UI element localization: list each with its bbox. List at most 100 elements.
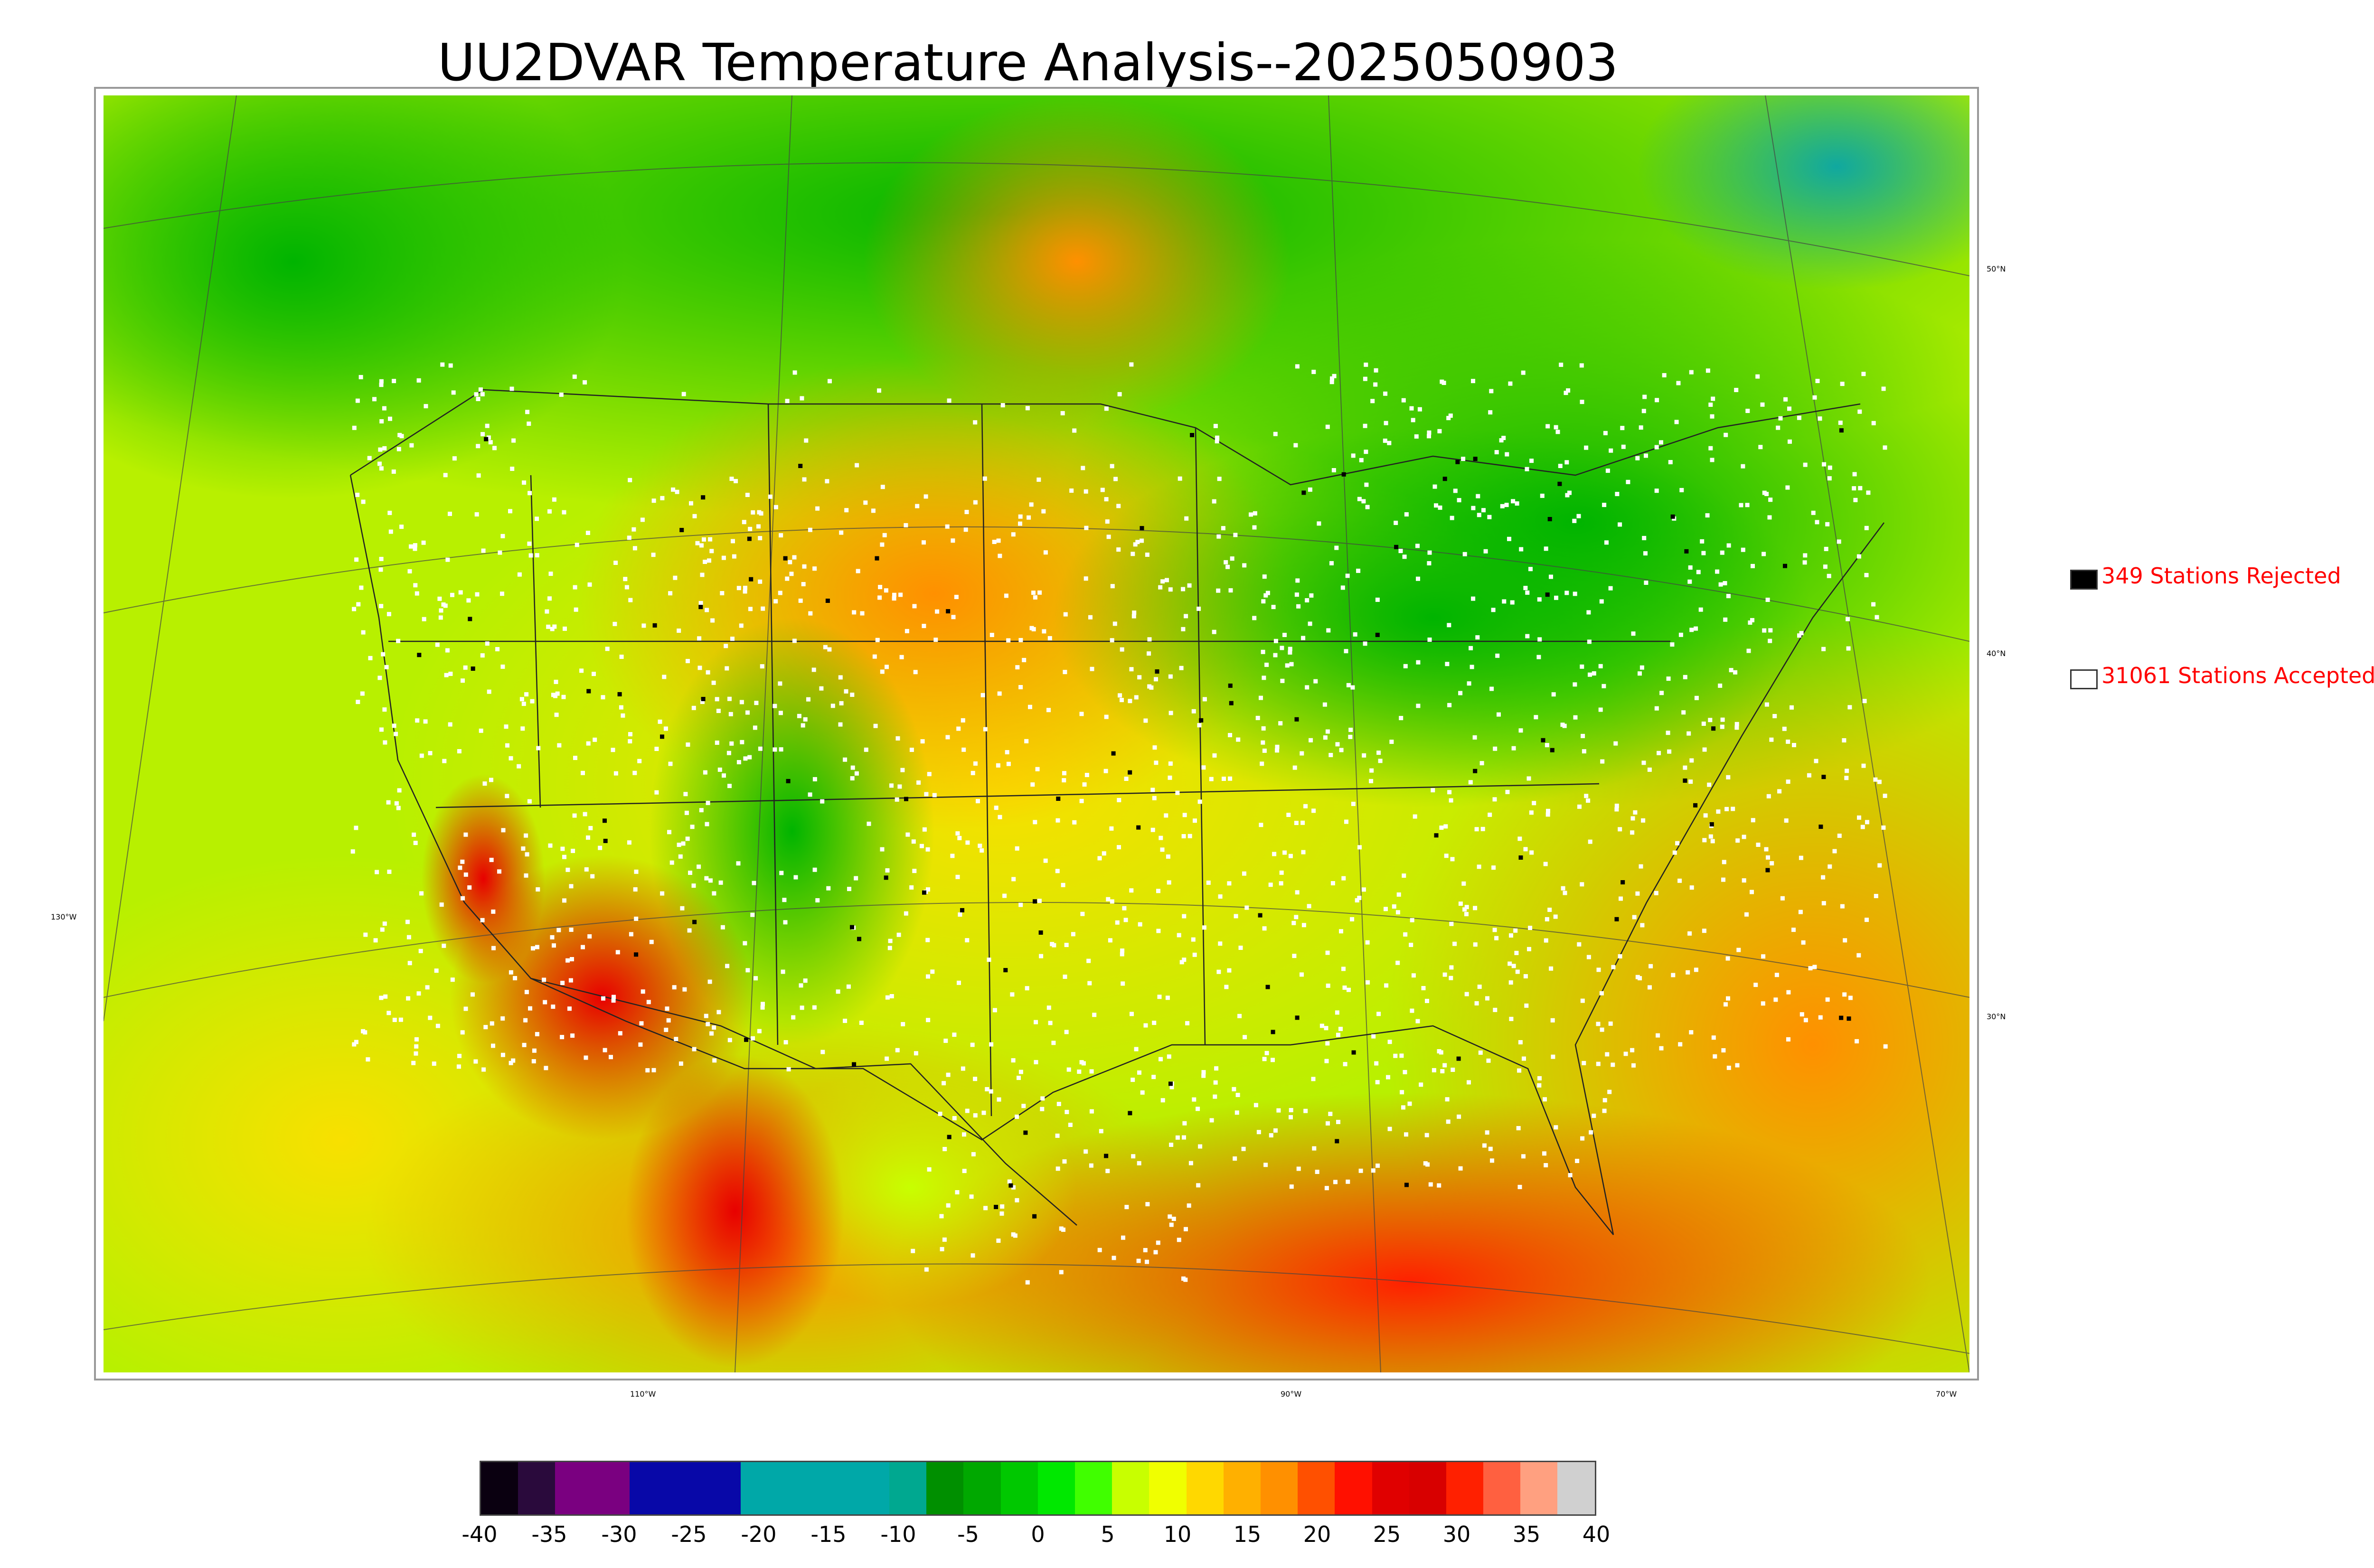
station-accepted-marker [352, 607, 357, 611]
station-accepted-marker [983, 1206, 988, 1211]
station-accepted-marker [1843, 938, 1847, 943]
station-accepted-marker [1756, 843, 1761, 847]
station-accepted-marker [927, 1167, 932, 1172]
station-accepted-marker [651, 553, 656, 557]
station-accepted-marker [1726, 543, 1731, 548]
station-accepted-marker [394, 801, 399, 806]
station-accepted-marker [1457, 1114, 1461, 1119]
station-accepted-marker [1184, 614, 1188, 619]
station-accepted-marker [1043, 858, 1048, 863]
station-accepted-marker [697, 864, 701, 869]
station-accepted-marker [1549, 966, 1554, 971]
station-accepted-marker [1392, 904, 1396, 909]
station-accepted-marker [416, 991, 421, 996]
station-accepted-marker [826, 886, 831, 891]
station-accepted-marker [1410, 918, 1414, 922]
station-accepted-marker [1649, 964, 1653, 968]
station-rejected-marker [960, 908, 964, 912]
station-accepted-marker [1486, 1058, 1491, 1063]
station-accepted-marker [838, 722, 843, 727]
station-accepted-marker [1376, 751, 1381, 755]
station-rejected-marker [1693, 803, 1698, 807]
station-accepted-marker [1554, 595, 1558, 600]
station-accepted-marker [1623, 1052, 1628, 1056]
station-accepted-marker [912, 869, 917, 873]
station-accepted-marker [1335, 1010, 1339, 1015]
station-accepted-marker [1055, 1133, 1060, 1138]
station-accepted-marker [1686, 731, 1691, 736]
station-accepted-marker [382, 446, 387, 451]
station-accepted-marker [1322, 702, 1327, 707]
colorbar-segment [1075, 1462, 1112, 1514]
station-accepted-marker [1577, 942, 1582, 947]
station-accepted-marker [392, 723, 396, 728]
colorbar-segment [1037, 1462, 1075, 1514]
station-accepted-marker [703, 560, 707, 564]
station-accepted-marker [768, 494, 772, 499]
station-accepted-marker [1853, 498, 1858, 502]
station-accepted-marker [1785, 485, 1790, 490]
station-accepted-marker [678, 1061, 683, 1066]
map-panel[interactable]: 50°N 40°N 30°N 130°W 110°W 90°W 70°W [51, 87, 2006, 1399]
station-accepted-marker [1696, 570, 1701, 574]
station-accepted-marker [761, 606, 765, 611]
station-accepted-marker [1378, 759, 1383, 763]
station-accepted-marker [1375, 1164, 1380, 1168]
station-accepted-marker [888, 939, 893, 943]
station-accepted-marker [387, 510, 392, 515]
station-accepted-marker [803, 978, 808, 983]
station-accepted-marker [1770, 861, 1774, 865]
station-accepted-marker [1861, 372, 1866, 376]
station-accepted-marker [1638, 671, 1642, 676]
station-accepted-marker [1554, 425, 1558, 430]
station-accepted-marker [1522, 1056, 1526, 1061]
station-accepted-marker [1398, 549, 1403, 554]
station-accepted-marker [1515, 969, 1520, 974]
station-accepted-marker [740, 740, 744, 744]
station-accepted-marker [1467, 1080, 1471, 1085]
station-accepted-marker [1040, 1107, 1045, 1111]
station-accepted-marker [1413, 814, 1417, 819]
station-accepted-marker [1639, 665, 1644, 670]
station-accepted-marker [1006, 761, 1011, 766]
station-accepted-marker [1235, 1093, 1240, 1097]
station-accepted-marker [613, 771, 618, 776]
station-accepted-marker [1212, 753, 1217, 758]
station-accepted-marker [1234, 914, 1238, 919]
station-accepted-marker [1059, 1226, 1064, 1231]
station-accepted-marker [940, 1247, 944, 1251]
station-accepted-marker [1881, 825, 1886, 830]
station-accepted-marker [1518, 728, 1523, 733]
station-accepted-marker [1874, 894, 1878, 898]
station-accepted-marker [1168, 587, 1173, 592]
station-accepted-marker [1495, 653, 1500, 658]
station-accepted-marker [1288, 650, 1292, 655]
station-accepted-marker [1326, 628, 1331, 633]
station-accepted-marker [1821, 647, 1826, 651]
station-accepted-marker [1361, 499, 1366, 504]
station-accepted-marker [1437, 429, 1442, 433]
station-accepted-marker [1677, 878, 1682, 883]
station-accepted-marker [922, 540, 926, 545]
station-accepted-marker [1641, 818, 1646, 823]
station-accepted-marker [627, 840, 631, 845]
station-accepted-marker [623, 577, 628, 582]
temperature-map[interactable] [104, 95, 1969, 1372]
station-accepted-marker [1881, 386, 1886, 391]
station-accepted-marker [1112, 621, 1117, 626]
station-accepted-marker [1375, 1080, 1380, 1085]
station-accepted-marker [435, 1023, 440, 1028]
station-accepted-marker [1315, 1170, 1319, 1174]
station-accepted-marker [1543, 862, 1548, 866]
station-accepted-marker [569, 928, 574, 932]
station-accepted-marker [509, 1061, 513, 1065]
station-accepted-marker [1040, 1096, 1045, 1101]
station-accepted-marker [885, 1056, 889, 1061]
station-accepted-marker [1366, 980, 1370, 985]
station-accepted-marker [785, 399, 790, 404]
station-accepted-marker [1147, 651, 1151, 656]
station-accepted-marker [1343, 1062, 1347, 1067]
station-accepted-marker [1356, 568, 1361, 573]
station-accepted-marker [1788, 439, 1792, 444]
station-accepted-marker [1120, 952, 1124, 957]
